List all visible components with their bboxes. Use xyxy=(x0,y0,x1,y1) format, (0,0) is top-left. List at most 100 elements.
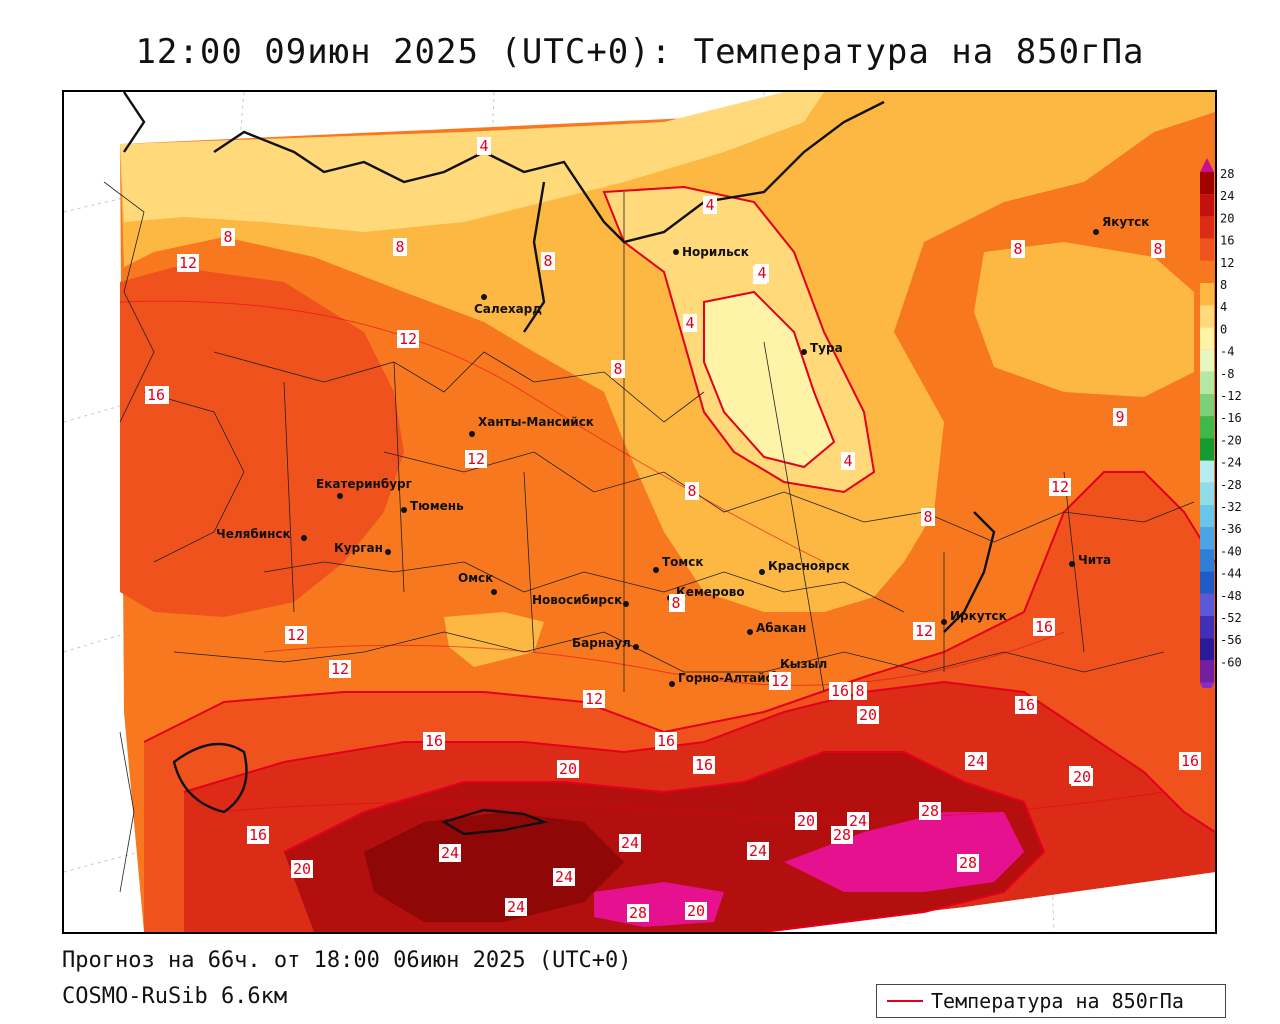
isoline-label: 16 xyxy=(829,682,851,700)
city-marker xyxy=(469,431,475,437)
colorbar-swatch xyxy=(1200,527,1214,550)
isoline-label: 12 xyxy=(583,690,605,708)
isoline-label: 16 xyxy=(145,386,167,404)
isoline-value: 16 xyxy=(657,732,675,750)
isoline-value: 28 xyxy=(833,826,851,844)
colorbar-tick-label: 0 xyxy=(1220,322,1227,336)
isoline-label: 20 xyxy=(795,812,817,830)
isoline-value: 12 xyxy=(179,254,197,272)
colorbar-tick-label: -24 xyxy=(1220,456,1242,470)
colorbar-swatch xyxy=(1200,660,1214,683)
colorbar-tick-label: -4 xyxy=(1220,345,1234,359)
isoline-label: 12 xyxy=(177,254,199,272)
isoline-label: 4 xyxy=(477,137,491,155)
colorbar-cap-bottom xyxy=(1200,682,1214,697)
isoline-label: 20 xyxy=(291,860,313,878)
colorbar-cap-top xyxy=(1200,158,1214,172)
city-marker xyxy=(385,549,391,555)
colorbar-tick-label: 20 xyxy=(1220,211,1234,225)
colorbar-swatch xyxy=(1200,460,1214,483)
legend: Температура на 850гПа xyxy=(876,984,1226,1018)
isoline-value: 8 xyxy=(543,252,552,270)
isoline-value: 12 xyxy=(1051,478,1069,496)
colorbar-swatch xyxy=(1200,283,1214,306)
isoline-value: 16 xyxy=(147,386,165,404)
isoline-label: 8 xyxy=(393,238,407,256)
isoline-value: 4 xyxy=(685,314,694,332)
isoline-value: 4 xyxy=(705,196,714,214)
city-marker xyxy=(801,349,807,355)
isoline-value: 16 xyxy=(425,732,443,750)
isoline-value: 12 xyxy=(467,450,485,468)
isoline-label: 16 xyxy=(655,732,677,750)
isoline-label: 16 xyxy=(1033,618,1055,636)
city-marker xyxy=(673,249,679,255)
isoline-value: 28 xyxy=(921,802,939,820)
isoline-label: 24 xyxy=(505,898,527,916)
isoline-label: 24 xyxy=(553,868,575,886)
isoline-label: 28 xyxy=(831,826,853,844)
isoline-label: 24 xyxy=(619,834,641,852)
city-label: Ханты-Мансийск xyxy=(478,415,594,429)
colorbar-tick-label: 12 xyxy=(1220,256,1234,270)
isoline-value: 16 xyxy=(1035,618,1053,636)
colorbar-swatch xyxy=(1200,394,1214,417)
isoline-value: 8 xyxy=(1153,240,1162,258)
isoline-label: 28 xyxy=(627,904,649,922)
colorbar-swatch xyxy=(1200,238,1214,261)
isoline-value: 8 xyxy=(223,228,232,246)
isoline-label-layer: 4488128444881212161288848912812881212161… xyxy=(145,137,1201,922)
city-marker xyxy=(1069,561,1075,567)
isoline-value: 24 xyxy=(441,844,459,862)
colorbar-swatch xyxy=(1200,327,1214,350)
isoline-label: 8 xyxy=(541,252,555,270)
isoline-value: 20 xyxy=(293,860,311,878)
colorbar-swatch xyxy=(1200,416,1214,439)
city-marker xyxy=(401,507,407,513)
isoline-value: 12 xyxy=(287,626,305,644)
colorbar-tick-label: -20 xyxy=(1220,433,1242,447)
isoline-value: 12 xyxy=(585,690,603,708)
isoline-label: 8 xyxy=(611,360,625,378)
city-label: Екатеринбург xyxy=(316,477,412,491)
isoline-label: 24 xyxy=(847,812,869,830)
colorbar-tick-label: -60 xyxy=(1220,655,1242,669)
colorbar-swatch xyxy=(1200,305,1214,328)
isoline-value: 20 xyxy=(797,812,815,830)
isoline-value: 16 xyxy=(1181,752,1199,770)
isoline-label: 8 xyxy=(921,508,935,526)
isoline-value: 24 xyxy=(621,834,639,852)
colorbar-tick-label: -44 xyxy=(1220,567,1242,581)
city-label: Абакан xyxy=(756,621,806,635)
city-label: Горно-Алтайск xyxy=(678,671,781,685)
city-label: Чита xyxy=(1078,553,1111,567)
city-marker xyxy=(623,601,629,607)
isoline-value: 4 xyxy=(843,452,852,470)
isoline-label: 16 xyxy=(247,826,269,844)
colorbar-swatch xyxy=(1200,593,1214,616)
isoline-label: 16 xyxy=(1015,696,1037,714)
city-label: Салехард xyxy=(474,302,542,316)
city-label: Красноярск xyxy=(768,559,850,573)
colorbar-swatch xyxy=(1200,616,1214,639)
colorbar-swatch xyxy=(1200,260,1214,283)
city-label: Новосибирск xyxy=(532,593,622,607)
city-marker xyxy=(941,619,947,625)
isoline-value: 8 xyxy=(395,238,404,256)
colorbar-tick-label: 16 xyxy=(1220,234,1234,248)
coastlines xyxy=(123,92,996,836)
colorbar-swatch xyxy=(1200,216,1214,239)
legend-label: Температура на 850гПа xyxy=(931,989,1184,1013)
isoline-label: 4 xyxy=(683,314,697,332)
colorbar-tick-label: -48 xyxy=(1220,589,1242,603)
city-label: Челябинск xyxy=(216,527,291,541)
temperature-zone xyxy=(120,92,824,232)
colorbar-swatch xyxy=(1200,438,1214,461)
temperature-map[interactable]: Норильск Якутск Салехард Тура Ханты-Мансийск… xyxy=(62,90,1217,934)
legend-line-swatch xyxy=(887,1000,923,1002)
isoline-value: 12 xyxy=(331,660,349,678)
colorbar-swatch xyxy=(1200,482,1214,505)
isoline-value: 24 xyxy=(967,752,985,770)
isoline-value: 28 xyxy=(629,904,647,922)
isoline-label: 16 xyxy=(423,732,445,750)
